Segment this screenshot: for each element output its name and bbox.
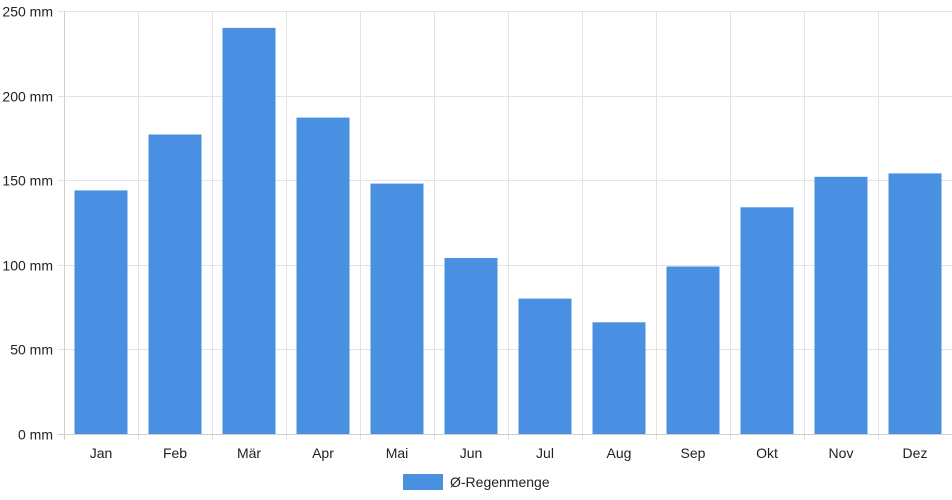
bar-okt[interactable] bbox=[740, 207, 794, 434]
bar-jun[interactable] bbox=[444, 258, 498, 434]
bar-dez[interactable] bbox=[888, 173, 942, 434]
x-axis-tick-labels: Jan Feb Mär Apr Mai Jun Jul Aug Sep Okt Nov Dez bbox=[90, 445, 928, 461]
bar-jul[interactable] bbox=[518, 298, 572, 434]
chart-grid bbox=[58, 11, 952, 440]
x-tick-label: Okt bbox=[756, 445, 778, 461]
x-tick-label: Mär bbox=[237, 445, 261, 461]
x-tick-label: Aug bbox=[607, 445, 632, 461]
x-tick-label: Apr bbox=[312, 445, 334, 461]
bar-nov[interactable] bbox=[814, 176, 868, 435]
x-tick-label: Jun bbox=[460, 445, 483, 461]
bar-sep[interactable] bbox=[666, 266, 720, 435]
y-axis-tick-labels: 0 mm 50 mm 100 mm 150 mm 200 mm 250 mm bbox=[2, 4, 53, 443]
legend-label[interactable]: Ø-Regenmenge bbox=[450, 474, 550, 490]
chart-legend[interactable]: Ø-Regenmenge bbox=[403, 474, 550, 490]
legend-swatch[interactable] bbox=[403, 474, 443, 490]
bar-feb[interactable] bbox=[148, 134, 202, 435]
x-tick-label: Dez bbox=[903, 445, 928, 461]
y-tick-label: 150 mm bbox=[2, 173, 53, 189]
y-tick-label: 200 mm bbox=[2, 89, 53, 105]
bar-mai[interactable] bbox=[370, 183, 424, 434]
x-tick-label: Jan bbox=[90, 445, 113, 461]
chart-axes bbox=[58, 11, 952, 440]
bar-apr[interactable] bbox=[296, 117, 350, 434]
y-tick-label: 100 mm bbox=[2, 258, 53, 274]
bar-aug[interactable] bbox=[592, 322, 646, 434]
x-tick-label: Jul bbox=[536, 445, 554, 461]
bar-mär[interactable] bbox=[222, 27, 276, 435]
x-tick-label: Nov bbox=[829, 445, 854, 461]
x-tick-label: Feb bbox=[163, 445, 187, 461]
x-tick-label: Sep bbox=[681, 445, 706, 461]
x-tick-label: Mai bbox=[386, 445, 409, 461]
y-tick-label: 250 mm bbox=[2, 4, 53, 20]
chart-bars bbox=[74, 27, 942, 435]
bar-jan[interactable] bbox=[74, 190, 128, 434]
y-tick-label: 50 mm bbox=[10, 342, 53, 358]
y-tick-label: 0 mm bbox=[18, 427, 53, 443]
